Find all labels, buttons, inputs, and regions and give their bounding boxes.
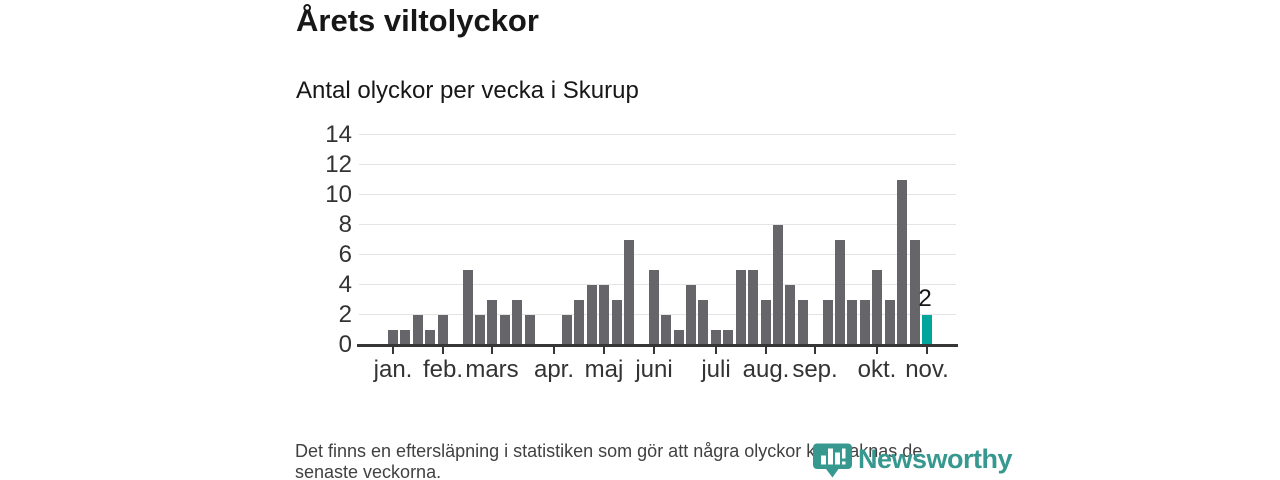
bar bbox=[885, 300, 895, 345]
gridline bbox=[359, 254, 956, 255]
bar bbox=[512, 300, 522, 345]
bar bbox=[599, 285, 609, 345]
x-axis-tick bbox=[814, 347, 816, 354]
bar-value-label: 2 bbox=[918, 285, 932, 312]
newsworthy-wordmark: Newsworthy bbox=[858, 444, 1013, 474]
bar bbox=[823, 300, 833, 345]
bar bbox=[736, 270, 746, 345]
x-axis-label: okt. bbox=[857, 356, 897, 383]
newsworthy-pin-icon bbox=[813, 443, 852, 478]
y-axis-label: 14 bbox=[325, 121, 352, 148]
y-axis-label: 6 bbox=[338, 241, 352, 268]
y-axis-label: 8 bbox=[338, 211, 352, 238]
x-axis-label: nov. bbox=[905, 356, 949, 383]
footnote-line-1: Det finns en eftersläpning i statistiken… bbox=[295, 441, 923, 461]
bar bbox=[785, 285, 795, 345]
bar bbox=[711, 330, 721, 345]
newsworthy-logo: Newsworthy bbox=[812, 443, 1013, 478]
bar bbox=[698, 300, 708, 345]
x-axis-tick bbox=[653, 347, 655, 354]
bar bbox=[847, 300, 857, 345]
bar bbox=[860, 300, 870, 345]
bar bbox=[748, 270, 758, 345]
x-axis-tick bbox=[442, 347, 444, 354]
bar bbox=[686, 285, 696, 345]
bar bbox=[872, 270, 882, 345]
x-axis-tick bbox=[491, 347, 493, 354]
bar bbox=[624, 240, 634, 345]
gridline bbox=[359, 224, 956, 225]
chart-title: Årets viltolyckor bbox=[296, 3, 539, 38]
bar bbox=[500, 315, 510, 345]
bar bbox=[674, 330, 684, 345]
bar bbox=[723, 330, 733, 345]
bar bbox=[574, 300, 584, 345]
y-axis-label: 0 bbox=[338, 331, 352, 358]
bar bbox=[910, 240, 920, 345]
bar bbox=[612, 300, 622, 345]
bar bbox=[438, 315, 448, 345]
y-axis-label: 2 bbox=[338, 301, 352, 328]
bar bbox=[562, 315, 572, 345]
bar bbox=[661, 315, 671, 345]
bar bbox=[525, 315, 535, 345]
bar bbox=[388, 330, 398, 345]
x-axis-label: juni bbox=[635, 356, 673, 383]
footnote-line-2: senaste veckorna. bbox=[295, 462, 442, 480]
y-axis-label: 10 bbox=[325, 181, 352, 208]
x-axis-label: mars bbox=[465, 356, 519, 383]
x-axis-label: aug. bbox=[742, 356, 790, 383]
bar bbox=[761, 300, 771, 345]
bar bbox=[798, 300, 808, 345]
bar bbox=[649, 270, 659, 345]
current-week-bar bbox=[922, 315, 932, 345]
x-axis-label: jan. bbox=[373, 356, 413, 383]
bar bbox=[773, 225, 783, 345]
chart-subtitle: Antal olyckor per vecka i Skurup bbox=[296, 77, 639, 104]
gridline bbox=[359, 194, 956, 195]
x-axis-label: apr. bbox=[533, 356, 575, 383]
y-axis-label: 12 bbox=[325, 151, 352, 178]
bar bbox=[463, 270, 473, 345]
x-axis-tick bbox=[876, 347, 878, 354]
x-axis-tick bbox=[926, 347, 928, 354]
gridline bbox=[359, 134, 956, 135]
gridline bbox=[359, 164, 956, 165]
x-axis-label: sep. bbox=[792, 356, 838, 383]
bar bbox=[897, 180, 907, 345]
bar bbox=[487, 300, 497, 345]
x-axis-tick bbox=[765, 347, 767, 354]
x-axis-line bbox=[357, 344, 958, 347]
bar bbox=[835, 240, 845, 345]
bar bbox=[425, 330, 435, 345]
x-axis-tick bbox=[715, 347, 717, 354]
bar bbox=[413, 315, 423, 345]
bar bbox=[400, 330, 410, 345]
footnote: Det finns en eftersläpning i statistiken… bbox=[295, 441, 922, 480]
x-axis-tick bbox=[392, 347, 394, 354]
y-axis-label: 4 bbox=[338, 271, 352, 298]
x-axis-label: feb. bbox=[422, 356, 464, 383]
bar bbox=[475, 315, 485, 345]
x-axis-label: maj bbox=[584, 356, 624, 383]
x-axis-tick bbox=[603, 347, 605, 354]
x-axis-tick bbox=[553, 347, 555, 354]
bar bbox=[587, 285, 597, 345]
x-axis-label: juli bbox=[701, 356, 731, 383]
